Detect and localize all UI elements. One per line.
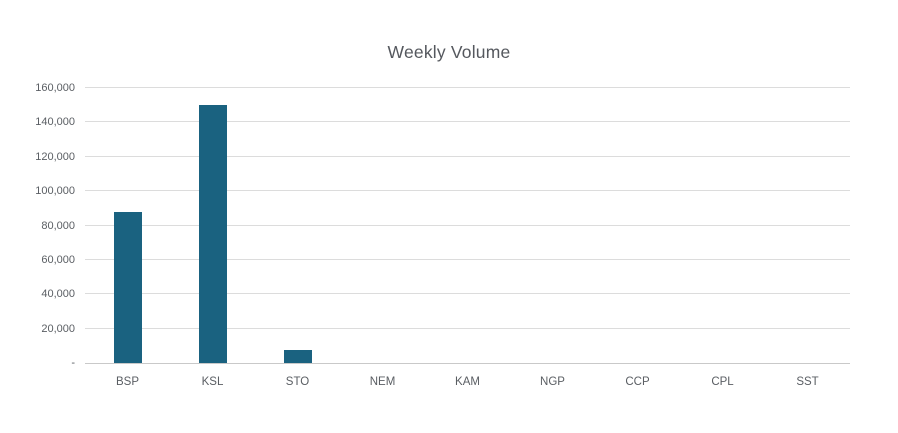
gridline — [85, 258, 850, 260]
x-tick-label-bsp: BSP — [115, 376, 139, 388]
bar-ksl[interactable] — [198, 105, 227, 363]
x-axis-line — [85, 363, 850, 364]
y-tick-label: 160,000 — [35, 82, 75, 94]
x-tick-label-sst: SST — [796, 376, 819, 388]
x-tick-label-ksl: KSL — [201, 376, 224, 388]
gridline — [85, 293, 850, 295]
gridline — [85, 121, 850, 123]
gridline — [85, 155, 850, 157]
y-tick-label: 20,000 — [41, 322, 75, 335]
y-tick-label: 120,000 — [35, 150, 75, 163]
gridline — [85, 190, 850, 192]
gridline — [85, 327, 850, 329]
bar-sto[interactable] — [283, 350, 312, 363]
y-tick-label: - — [71, 357, 75, 369]
bar-bsp[interactable] — [113, 212, 142, 363]
y-tick-label: 60,000 — [41, 253, 75, 266]
y-tick-label: 140,000 — [35, 116, 75, 129]
x-tick-label-nem: NEM — [369, 376, 396, 388]
x-tick-label-kam: KAM — [455, 376, 480, 388]
plot-area — [85, 87, 850, 364]
x-tick-label-ccp: CCP — [625, 376, 650, 388]
y-tick-label: 80,000 — [41, 219, 75, 232]
x-tick-label-ngp: NGP — [540, 376, 565, 388]
y-tick-label: 100,000 — [35, 185, 75, 198]
x-tick-label-cpl: CPL — [711, 376, 734, 388]
gridline — [85, 224, 850, 226]
gridline — [85, 87, 850, 88]
x-tick-label-sto: STO — [285, 376, 310, 388]
y-tick-label: 40,000 — [41, 288, 75, 301]
chart-title: Weekly Volume — [387, 42, 511, 62]
